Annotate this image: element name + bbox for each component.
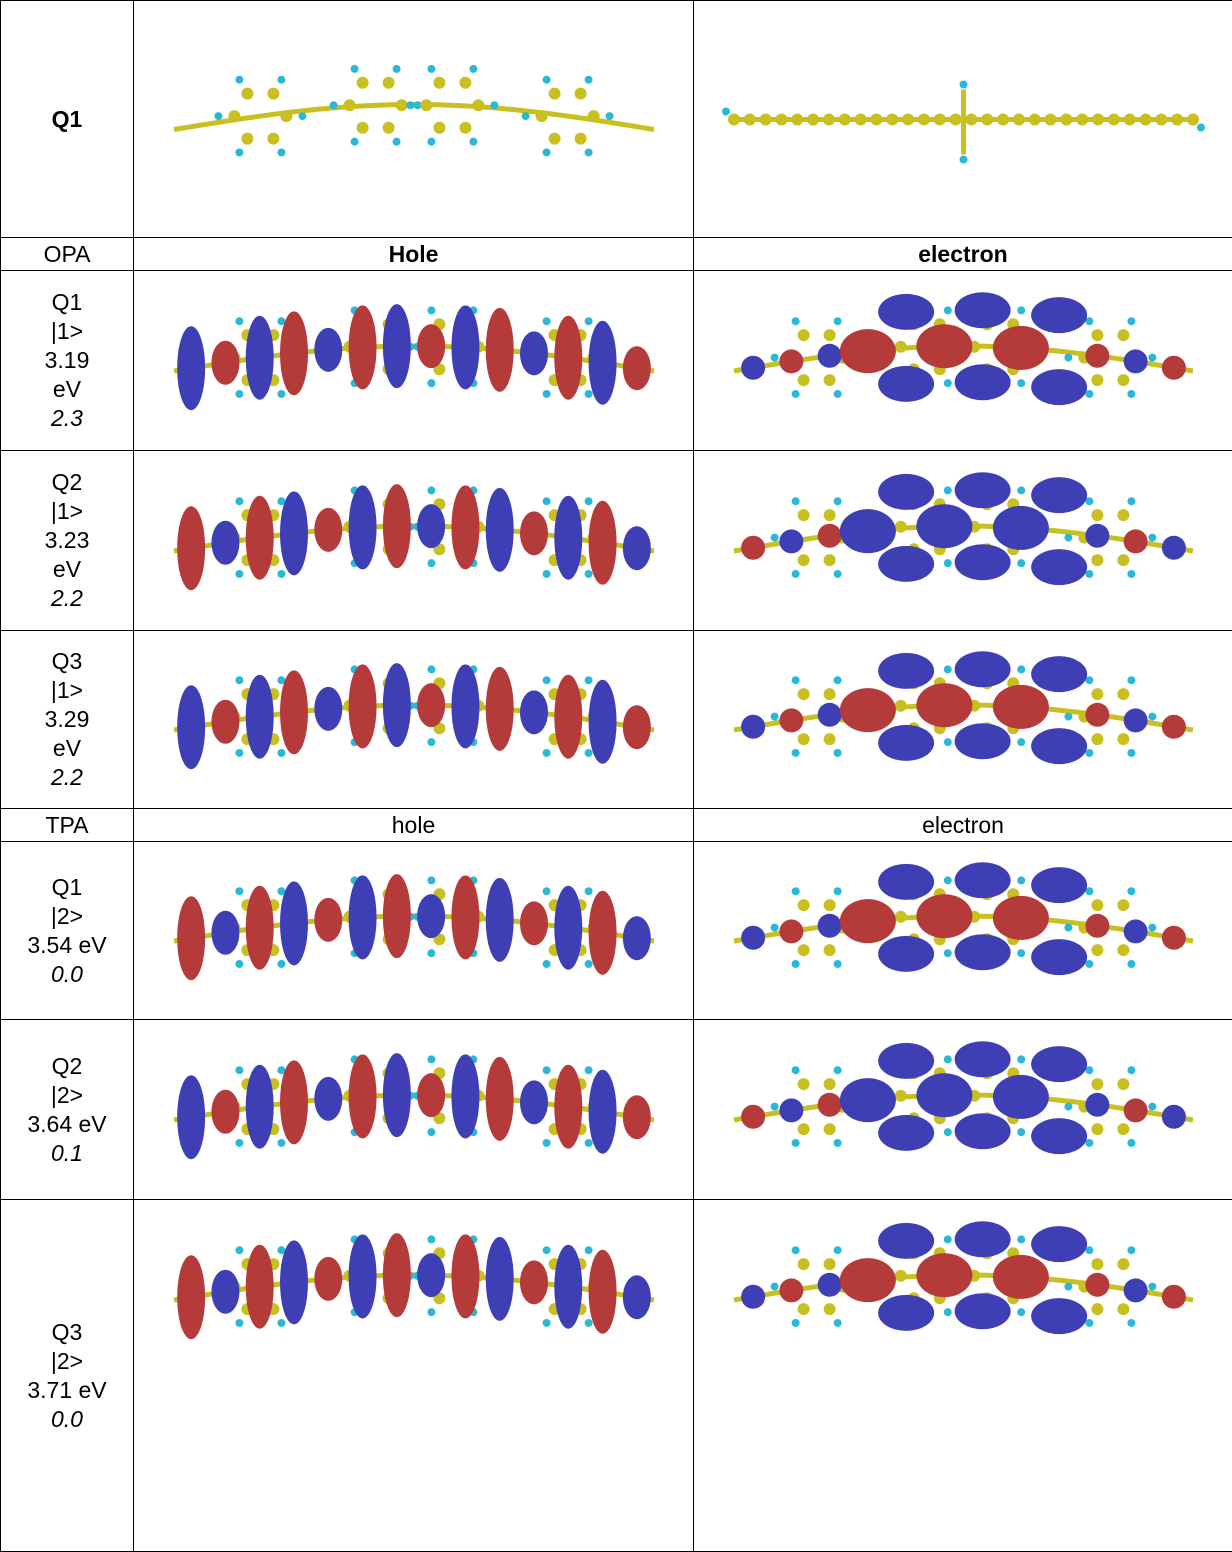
label-line: |1> [50, 318, 84, 344]
label-line: |2> [50, 902, 84, 929]
row-label: Q2 |1> 3.23 eV 2.2 [0, 450, 134, 631]
molecule-image [733, 1221, 1194, 1335]
strength-value: 0.0 [51, 960, 83, 987]
molecule-cell [693, 841, 1232, 1020]
row-label: Q1 |2> 3.54 eV 0.0 [0, 841, 134, 1020]
molecule-cell [133, 630, 694, 809]
label-line: Q1 [51, 289, 83, 315]
label-line: eV [52, 556, 82, 582]
strength-value: 2.3 [51, 405, 83, 431]
strength-value: 0.0 [51, 1405, 83, 1432]
label-line: Q2 [51, 1052, 83, 1079]
molecule-image [173, 874, 655, 981]
label-line: Q3 [51, 1318, 83, 1345]
strength-value: 0.1 [51, 1139, 83, 1166]
molecule-image [733, 472, 1194, 586]
label-line: 3.54 eV [27, 931, 107, 958]
label-line: 3.19 [44, 347, 90, 373]
row-label: Q1 |1> 3.19 eV 2.3 [0, 270, 134, 451]
molecule-image [173, 663, 655, 770]
label-line: |1> [50, 498, 84, 524]
molecule-cell [133, 1019, 694, 1200]
molecule-cell [693, 630, 1232, 809]
row-label: Q3 |2> 3.71 eV 0.0 [0, 1199, 134, 1552]
section-label: TPA [0, 808, 134, 842]
label-line: |2> [50, 1347, 84, 1374]
label-line: 3.64 eV [27, 1110, 107, 1137]
molecule-image [173, 1233, 655, 1340]
molecule-cell [693, 270, 1232, 451]
row-label: Q3 |1> 3.29 eV 2.2 [0, 630, 134, 809]
molecule-image [733, 651, 1194, 765]
column-header: hole [133, 808, 694, 842]
strength-value: 2.2 [51, 585, 83, 611]
molecule-cell [133, 0, 694, 238]
column-header: Hole [133, 237, 694, 271]
label-line: 3.29 [44, 706, 90, 732]
molecule-cell [133, 1199, 694, 1552]
molecule-cell [133, 270, 694, 451]
molecule-cell [693, 1019, 1232, 1200]
molecule-image [173, 64, 655, 157]
molecule-cell [133, 841, 694, 1020]
column-header: electron [693, 237, 1232, 271]
row-label: Q2 |2> 3.64 eV 0.1 [0, 1019, 134, 1200]
molecule-image [173, 1053, 655, 1160]
molecule-image [733, 292, 1194, 406]
label-line: 3.23 [44, 527, 90, 553]
section-label: OPA [0, 237, 134, 271]
column-header: electron [693, 808, 1232, 842]
molecule-cell [693, 0, 1232, 238]
strength-value: 2.2 [51, 764, 83, 790]
molecule-cell [693, 450, 1232, 631]
label-line: Q1 [51, 873, 83, 900]
label-line: Q2 [51, 469, 83, 495]
molecule-cell [693, 1199, 1232, 1552]
molecule-image [733, 1041, 1194, 1155]
molecule-cell [133, 450, 694, 631]
molecule-image [173, 304, 655, 411]
label-line: |1> [50, 677, 84, 703]
label-line: Q3 [51, 648, 83, 674]
label-line: |2> [50, 1081, 84, 1108]
row-label: Q1 [0, 0, 134, 238]
molecule-image [722, 80, 1205, 164]
molecule-image [733, 862, 1194, 976]
molecule-image [173, 484, 655, 591]
label-line: eV [52, 735, 82, 761]
label-line: eV [52, 376, 82, 402]
label-line: 3.71 eV [27, 1376, 107, 1403]
